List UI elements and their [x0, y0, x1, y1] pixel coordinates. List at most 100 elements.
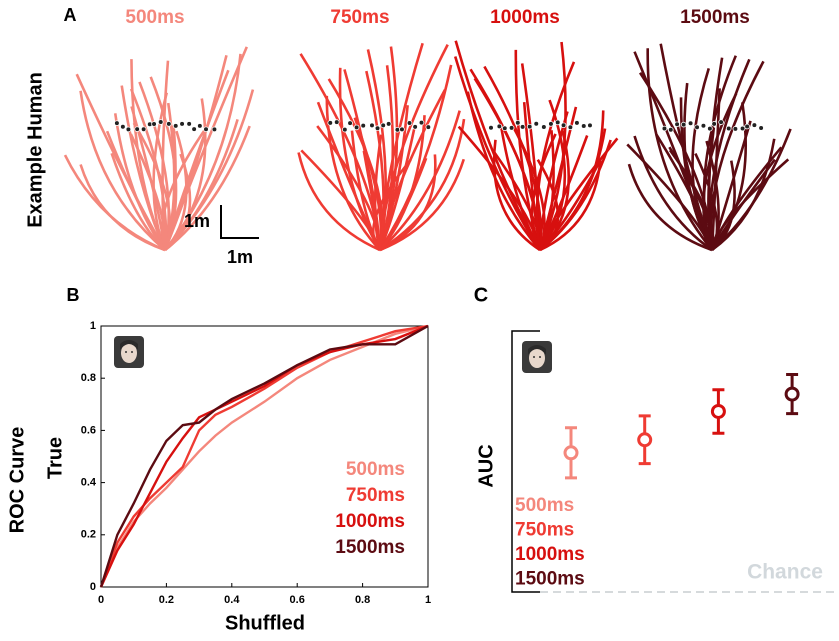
- label: 1000ms: [335, 511, 405, 532]
- x-tick-label: 0.8: [355, 594, 370, 606]
- endpoint-dot: [560, 122, 567, 129]
- endpoint-dot: [353, 124, 360, 131]
- endpoint-dot: [508, 125, 515, 131]
- endpoint-dot: [554, 119, 561, 126]
- endpoint-dot: [661, 125, 668, 132]
- endpoint-dot: [114, 120, 120, 126]
- trajectory: [378, 44, 449, 251]
- trajectory: [633, 135, 713, 252]
- trajectory: [655, 133, 714, 251]
- trajectory: [325, 95, 381, 251]
- auc-point: [784, 386, 800, 402]
- label: Shuffled: [225, 612, 305, 634]
- endpoint-dot: [374, 125, 381, 131]
- icons: [114, 336, 552, 373]
- endpoint-dot: [694, 124, 700, 131]
- trajectory: [161, 60, 170, 251]
- human-icon: [114, 336, 144, 368]
- endpoint-dot: [526, 123, 533, 130]
- endpoint-dot: [140, 126, 147, 133]
- endpoint-dot: [739, 125, 746, 132]
- trajectory: [297, 152, 381, 252]
- trajectory: [483, 65, 543, 251]
- trajectory: [79, 164, 166, 252]
- endpoint-dot: [674, 121, 680, 128]
- endpoint-dot: [412, 124, 418, 130]
- label: Chance: [747, 561, 823, 584]
- label: 1500ms: [680, 7, 750, 28]
- endpoint-dot: [197, 123, 203, 129]
- label: 1m: [184, 211, 210, 231]
- auc-point: [637, 432, 653, 448]
- scale-bar: [220, 205, 259, 239]
- label: AUC: [475, 444, 497, 487]
- trajectory: [113, 113, 167, 251]
- endpoint-dot: [744, 123, 750, 130]
- trajectory-fan: [297, 42, 466, 252]
- trajectory: [694, 152, 719, 251]
- trajectory: [75, 73, 167, 251]
- endpoint-dot: [700, 122, 707, 129]
- endpoint-dot: [406, 120, 413, 126]
- endpoint-dot: [385, 121, 392, 127]
- trajectory: [343, 69, 382, 251]
- endpoint-dot: [394, 126, 401, 133]
- endpoint-dot: [718, 119, 724, 125]
- endpoint-dot: [342, 126, 348, 133]
- trajectory: [138, 81, 171, 251]
- label: 500ms: [125, 7, 184, 28]
- endpoint-dot: [711, 121, 717, 127]
- y-tick-label: 0.4: [81, 477, 97, 489]
- trajectory: [633, 51, 714, 251]
- endpoint-dot: [496, 123, 503, 130]
- trajectory: [120, 85, 167, 251]
- trajectory: [379, 110, 461, 251]
- endpoint-dot: [514, 120, 521, 126]
- endpoint-dot: [125, 126, 132, 133]
- x-tick-label: 0.6: [290, 594, 305, 606]
- endpoint-dot: [587, 122, 593, 129]
- label: ROC Curve: [6, 427, 28, 534]
- human-icon: [522, 341, 552, 373]
- endpoint-dot: [519, 124, 526, 130]
- label: 500ms: [515, 495, 574, 516]
- trajectory-fan: [63, 46, 255, 252]
- endpoint-dot: [418, 119, 425, 126]
- y-tick-label: 0.2: [81, 529, 96, 541]
- label: 1m: [227, 247, 253, 267]
- endpoint-dot: [687, 120, 694, 127]
- plot-frame: [100, 325, 429, 588]
- label: 750ms: [515, 520, 574, 541]
- trajectory: [710, 102, 748, 251]
- endpoint-dot: [667, 126, 674, 133]
- endpoint-dot: [327, 120, 334, 126]
- trajectory: [473, 77, 542, 251]
- endpoint-dot: [120, 123, 126, 130]
- label: 1500ms: [515, 569, 585, 590]
- endpoint-dot: [203, 126, 209, 133]
- endpoint-dot: [399, 126, 405, 133]
- label: 500ms: [346, 459, 405, 480]
- endpoint-dot: [732, 126, 739, 132]
- label: Example Human: [24, 72, 46, 228]
- label: A: [64, 5, 77, 25]
- trajectory: [378, 65, 395, 251]
- endpoint-dot: [574, 120, 580, 126]
- y-tick-label: 0.6: [81, 424, 96, 436]
- trajectory: [669, 149, 715, 251]
- endpoint-dot: [580, 123, 587, 129]
- endpoint-dot: [533, 120, 540, 127]
- trajectory: [530, 133, 557, 251]
- endpoint-dot: [501, 125, 508, 132]
- roc-line: [99, 324, 429, 588]
- endpoint-dot: [191, 126, 197, 132]
- trajectory: [379, 118, 466, 252]
- endpoint-dot: [186, 121, 192, 127]
- endpoint-dot: [680, 121, 687, 128]
- endpoint-dot: [157, 119, 164, 125]
- endpoint-dot: [380, 122, 386, 129]
- trajectory: [539, 110, 605, 252]
- endpoint-dot: [166, 121, 172, 127]
- label: 1000ms: [515, 544, 585, 565]
